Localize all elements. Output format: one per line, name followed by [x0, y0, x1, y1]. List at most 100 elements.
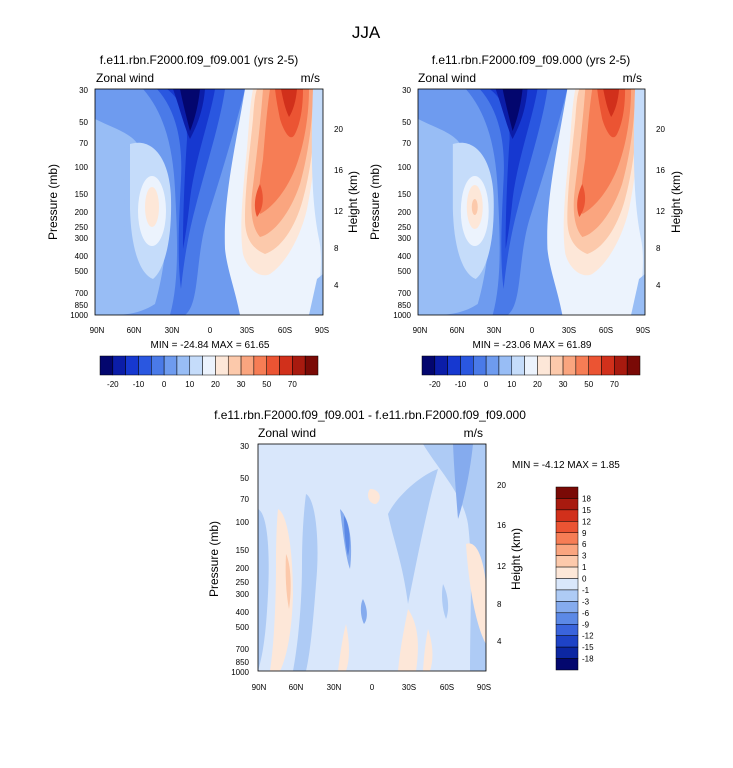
colorbar-swatch	[498, 355, 513, 376]
colorbar-swatch	[555, 532, 579, 545]
colorbar-swatch	[304, 355, 319, 376]
svg-text:70: 70	[79, 139, 88, 148]
colorbar-label: 10	[185, 380, 194, 389]
svg-text:1000: 1000	[393, 311, 411, 320]
panel-2-plot	[418, 89, 645, 315]
colorbar-swatch	[555, 543, 579, 556]
colorbar-swatch	[555, 521, 579, 533]
panel-2-y-ticks: 30 50 70 100 150 200 250 300 400 500 700 850 100…	[393, 86, 411, 320]
panel-1-x-ticks: 90N 60N 30N 0 30S 60S 90S	[90, 326, 329, 335]
svg-text:16: 16	[656, 166, 665, 175]
svg-text:150: 150	[236, 546, 250, 555]
colorbar-swatch	[202, 355, 216, 376]
panel-1-plot	[95, 89, 323, 315]
svg-text:850: 850	[75, 301, 89, 310]
panel-1-colorbar: -20 -10 0 10 20 30 50 70	[99, 355, 319, 389]
svg-text:300: 300	[398, 234, 412, 243]
colorbar-label: 12	[582, 517, 591, 526]
panel-2-colorbar: -20 -10 0 10 20 30 50 70	[421, 355, 641, 389]
colorbar-label: -15	[582, 643, 594, 652]
panel-2-left-label: Zonal wind	[418, 71, 476, 85]
colorbar-label: 50	[584, 380, 593, 389]
svg-text:200: 200	[398, 208, 412, 217]
svg-text:30: 30	[402, 86, 411, 95]
svg-text:700: 700	[75, 289, 89, 298]
svg-text:20: 20	[656, 125, 665, 134]
colorbar-label: 70	[610, 380, 619, 389]
colorbar-swatch	[421, 355, 436, 376]
colorbar-label: 0	[162, 380, 167, 389]
colorbar-swatch	[555, 589, 579, 602]
colorbar-swatch	[112, 355, 126, 376]
colorbar-swatch	[555, 486, 579, 499]
svg-text:70: 70	[402, 139, 411, 148]
svg-text:12: 12	[334, 207, 343, 216]
colorbar-swatch	[555, 624, 579, 636]
colorbar-label: -6	[582, 609, 590, 618]
colorbar-label: 0	[484, 380, 489, 389]
panel-3-units: m/s	[464, 426, 483, 440]
svg-text:400: 400	[75, 252, 89, 261]
svg-text:1000: 1000	[231, 668, 249, 677]
colorbar-swatch	[253, 355, 267, 376]
panel-1-title: f.e11.rbn.F2000.f09_f09.001 (yrs 2-5)	[100, 53, 299, 67]
panel-1-stats: MIN = -24.84 MAX = 61.65	[151, 340, 270, 351]
svg-text:4: 4	[497, 637, 502, 646]
svg-text:1000: 1000	[70, 311, 88, 320]
colorbar-swatch	[447, 355, 461, 376]
svg-text:100: 100	[75, 163, 89, 172]
colorbar-swatch	[176, 355, 191, 376]
panel-3-y-ticks: 30 50 70 100 150 200 250 300 400 500 700 850 100…	[231, 442, 249, 677]
colorbar-swatch	[227, 355, 242, 376]
panel-2-x-ticks: 90N 60N 30N 0 30S 60S 90S	[413, 326, 650, 335]
svg-text:90N: 90N	[90, 326, 105, 335]
colorbar-swatch	[240, 355, 255, 376]
svg-text:90S: 90S	[636, 326, 650, 335]
panel-1: f.e11.rbn.F2000.f09_f09.001 (yrs 2-5) Zo…	[46, 53, 360, 389]
svg-text:200: 200	[236, 564, 250, 573]
svg-text:400: 400	[236, 608, 250, 617]
svg-text:20: 20	[334, 125, 343, 134]
svg-text:60S: 60S	[440, 683, 454, 692]
panel-2-title: f.e11.rbn.F2000.f09_f09.000 (yrs 2-5)	[432, 53, 631, 67]
svg-text:16: 16	[497, 521, 506, 530]
svg-text:30N: 30N	[165, 326, 180, 335]
colorbar-swatch	[555, 566, 579, 579]
svg-text:60S: 60S	[278, 326, 292, 335]
colorbar-swatch	[266, 355, 280, 376]
panel-1-y2-ticks: 20 16 12 8 4	[334, 125, 343, 290]
colorbar-label: -20	[429, 380, 441, 389]
colorbar-swatch	[292, 355, 306, 376]
panel-1-y-ticks: 30 50 70 100 150 200 250 300 400 500 700 850 100…	[70, 86, 88, 320]
svg-text:50: 50	[240, 474, 249, 483]
svg-text:8: 8	[334, 244, 339, 253]
svg-text:850: 850	[236, 658, 250, 667]
colorbar-label: -18	[582, 655, 594, 664]
colorbar-label: 1	[582, 563, 587, 572]
svg-text:60N: 60N	[450, 326, 465, 335]
panel-2-ylabel: Pressure (mb)	[368, 164, 382, 240]
svg-text:30N: 30N	[327, 683, 342, 692]
svg-text:250: 250	[398, 223, 412, 232]
colorbar-swatch	[562, 355, 577, 376]
panel-3-left-label: Zonal wind	[258, 426, 316, 440]
svg-text:90N: 90N	[252, 683, 267, 692]
colorbar-label: 0	[582, 575, 587, 584]
colorbar-swatch	[511, 355, 525, 376]
svg-text:8: 8	[497, 600, 502, 609]
panel-1-left-label: Zonal wind	[96, 71, 154, 85]
colorbar-label: -20	[107, 380, 119, 389]
svg-text:400: 400	[398, 252, 412, 261]
colorbar-swatch	[460, 355, 474, 376]
svg-text:150: 150	[398, 190, 412, 199]
svg-text:250: 250	[75, 223, 89, 232]
colorbar-swatch	[555, 646, 579, 659]
colorbar-swatch	[549, 355, 564, 376]
svg-text:90N: 90N	[413, 326, 428, 335]
svg-text:16: 16	[334, 166, 343, 175]
svg-text:850: 850	[398, 301, 412, 310]
panel-3-title: f.e11.rbn.F2000.f09_f09.001 - f.e11.rbn.…	[214, 408, 526, 422]
colorbar-label: 3	[582, 552, 587, 561]
colorbar-swatch	[555, 612, 579, 625]
